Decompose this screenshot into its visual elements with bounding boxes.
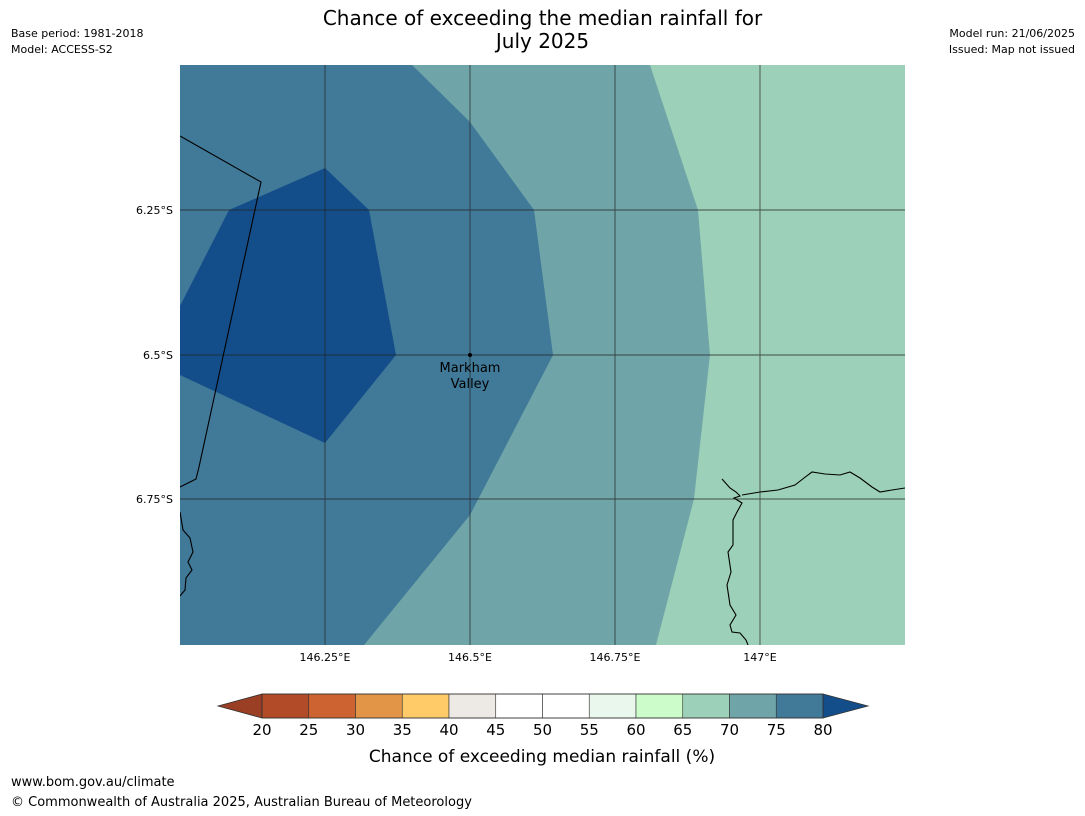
rainfall-map (180, 65, 905, 645)
colorbar-tick-label: 50 (533, 721, 552, 739)
colorbar-tick-label: 65 (673, 721, 692, 739)
lon-tick-label: 146.5°E (448, 651, 492, 664)
colorbar-tick-label: 80 (813, 721, 832, 739)
colorbar-above-arrow (822, 693, 870, 719)
lat-tick-label: 6.75°S (136, 493, 173, 506)
place-marker (468, 353, 472, 357)
coastline-north (741, 471, 905, 496)
colorbar-tick-label: 75 (767, 721, 786, 739)
graticule (180, 65, 905, 645)
model-info: Base period: 1981-2018 Model: ACCESS-S2 (11, 26, 143, 58)
lat-tick-label: 6.25°S (136, 204, 173, 217)
model-name: Model: ACCESS-S2 (11, 43, 113, 56)
colorbar-bin (401, 693, 450, 719)
lon-tick-label: 146.25°E (300, 651, 351, 664)
colorbar-tick-label: 45 (486, 721, 505, 739)
website-link[interactable]: www.bom.gov.au/climate (11, 775, 175, 790)
colorbar-tick-label: 25 (299, 721, 318, 739)
colorbar-below-arrow (216, 693, 263, 719)
colorbar-bin (355, 693, 403, 719)
colorbar-tick-label: 20 (252, 721, 271, 739)
colorbar-bin (588, 693, 637, 719)
colorbar-bin (448, 693, 497, 719)
colorbar-tick-label: 30 (346, 721, 365, 739)
province-boundary (180, 135, 262, 488)
colorbar-bin (682, 693, 730, 719)
title-line-2: July 2025 (495, 29, 590, 53)
colorbar-tick-label: 40 (439, 721, 458, 739)
lon-tick-label: 147°E (743, 651, 776, 664)
model-run: Model run: 21/06/2025 (949, 27, 1075, 40)
place-label-line-1: Markham (440, 361, 501, 376)
colorbar-bin (775, 693, 824, 719)
colorbar-bin (495, 693, 543, 719)
lat-tick-label: 6.5°S (143, 349, 173, 362)
colorbar-outline (261, 693, 824, 719)
colorbar-bin (308, 693, 356, 719)
coastline-east (721, 478, 749, 645)
coastline-west (180, 511, 194, 597)
copyright-notice: © Commonwealth of Australia 2025, Austra… (11, 795, 472, 810)
title-line-1: Chance of exceeding the median rainfall … (322, 6, 763, 30)
colorbar-tick-label: 70 (720, 721, 739, 739)
place-label-line-2: Valley (451, 377, 490, 392)
colorbar-bin (542, 693, 590, 719)
colorbar-tick-label: 35 (393, 721, 412, 739)
colorbar-bin (261, 693, 310, 719)
axis-labels: 146.25°E 146.5°E 146.75°E 147°E 6.25°S 6… (136, 204, 777, 664)
map-title: Chance of exceeding the median rainfall … (0, 7, 1085, 53)
colorbar-title: Chance of exceeding median rainfall (%) (369, 747, 715, 767)
colorbar-tick-label: 55 (580, 721, 599, 739)
colorbar-bin (729, 693, 777, 719)
issued-status: Issued: Map not issued (948, 43, 1075, 56)
lon-tick-label: 146.75°E (590, 651, 641, 664)
colorbar-tick-label: 60 (626, 721, 645, 739)
base-period: Base period: 1981-2018 (11, 27, 144, 40)
band-80-plus (180, 168, 396, 443)
colorbar-bin (635, 693, 684, 719)
colorbar: 20 25 30 35 40 45 50 55 60 65 70 75 80 Chance of exc… (216, 693, 870, 767)
run-info: Model run: 21/06/2025 Issued: Map not is… (949, 26, 1075, 58)
